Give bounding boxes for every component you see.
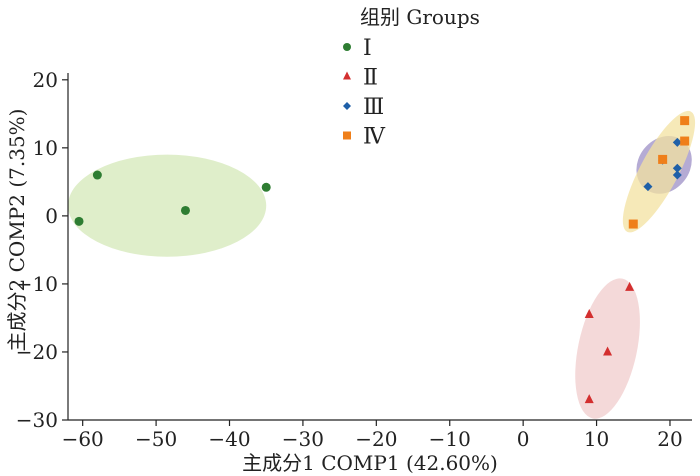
x-tick-label: −30 <box>282 427 324 451</box>
point-group-3 <box>643 182 653 192</box>
legend-label-1: Ⅰ <box>363 36 372 61</box>
y-tick-label: −30 <box>16 408 58 432</box>
x-tick-label: 10 <box>584 427 609 451</box>
y-tick-label: −20 <box>16 340 58 364</box>
legend-marker-3 <box>343 102 351 110</box>
point-group-3 <box>672 163 682 173</box>
legend-label-2: Ⅱ <box>363 66 378 91</box>
legend-marker-4 <box>343 131 351 140</box>
point-group-2 <box>584 309 594 319</box>
legend-label-4: Ⅳ <box>363 125 386 150</box>
y-tick-label: 20 <box>33 68 58 92</box>
x-tick-label: −60 <box>62 427 104 451</box>
legend-marker-2 <box>343 71 351 80</box>
point-group-4 <box>658 154 668 164</box>
legend-label-3: Ⅲ <box>363 95 384 120</box>
point-group-4 <box>680 116 690 126</box>
x-tick-label: −10 <box>429 427 471 451</box>
point-group-1 <box>261 182 271 192</box>
legend-title: 组别 Groups <box>360 5 480 29</box>
y-tick-label: 10 <box>33 136 58 160</box>
point-group-3 <box>672 170 682 180</box>
ellipse-group-1 <box>68 154 267 257</box>
confidence-ellipses <box>68 110 696 419</box>
point-group-1 <box>180 205 190 215</box>
x-tick-label: 0 <box>517 427 530 451</box>
x-tick-label: −20 <box>355 427 397 451</box>
x-axis-label: 主成分1 COMP1 (42.60%) <box>242 451 498 475</box>
point-group-4 <box>680 136 690 146</box>
point-group-2 <box>603 346 613 356</box>
point-group-2 <box>584 394 594 404</box>
x-tick-label: −50 <box>135 427 177 451</box>
data-points <box>74 116 690 404</box>
point-group-4 <box>628 219 638 229</box>
x-tick-label: −40 <box>208 427 250 451</box>
y-tick-label: −10 <box>16 272 58 296</box>
point-group-2 <box>625 281 635 291</box>
axes <box>67 73 692 421</box>
point-group-3 <box>672 137 682 147</box>
x-tick-label: 20 <box>657 427 682 451</box>
y-axis-label: 主成分2 COMP2 (7.35%) <box>5 109 29 352</box>
legend: 组别 Groups Ⅰ Ⅱ Ⅲ Ⅳ <box>343 5 480 150</box>
point-group-1 <box>74 216 84 226</box>
tick-marks: −60 −50 −40 −30 −20 −10 0 10 20 −30 −20 −10 0 10 20 <box>16 68 683 451</box>
legend-marker-1 <box>343 43 351 51</box>
y-tick-label: 0 <box>45 204 58 228</box>
point-group-1 <box>92 170 102 180</box>
